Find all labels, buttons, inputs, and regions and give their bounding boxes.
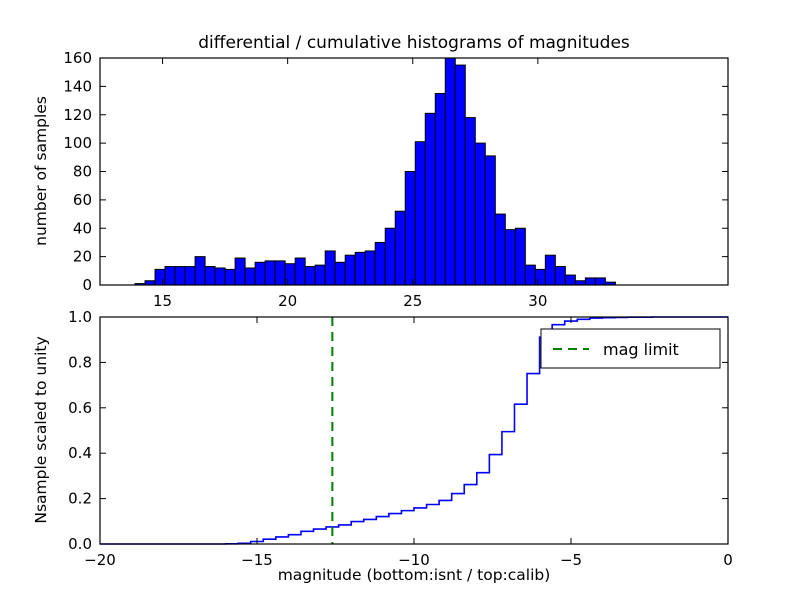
top-ytick-label: 20 bbox=[73, 248, 92, 266]
histogram-bar bbox=[404, 171, 416, 286]
histogram-bar bbox=[354, 251, 366, 286]
top-xtick-label: 30 bbox=[528, 292, 547, 310]
top-xtick-label: 25 bbox=[403, 292, 422, 310]
histogram-bar bbox=[324, 250, 336, 286]
histogram-bar bbox=[254, 261, 266, 286]
histogram-bar bbox=[534, 268, 546, 286]
top-ytick-label: 140 bbox=[63, 77, 92, 95]
histogram-bar bbox=[434, 92, 446, 286]
histogram-bar bbox=[314, 264, 326, 286]
bottom-ytick-label: 0.0 bbox=[68, 535, 92, 553]
histogram-bar bbox=[514, 227, 526, 286]
bottom-ytick-label: 0.8 bbox=[68, 353, 92, 371]
histogram-bar bbox=[274, 260, 286, 286]
histogram-bar bbox=[474, 142, 486, 286]
histogram-bar bbox=[424, 112, 436, 286]
top-ytick-label: 120 bbox=[63, 106, 92, 124]
histogram-bar bbox=[454, 64, 466, 286]
histogram-bar bbox=[234, 257, 246, 286]
histogram-bar bbox=[524, 264, 536, 286]
histogram-bar bbox=[464, 117, 476, 286]
top-ytick-label: 60 bbox=[73, 191, 92, 209]
histogram-bar bbox=[244, 267, 256, 286]
histogram-bar bbox=[214, 267, 226, 286]
histogram-bar bbox=[194, 256, 206, 286]
histogram-bar bbox=[544, 254, 556, 286]
histogram-bar bbox=[344, 254, 356, 286]
histogram-bar bbox=[144, 280, 156, 286]
histogram-bar bbox=[224, 268, 236, 286]
top-yaxis-label: number of samples bbox=[32, 96, 50, 246]
xaxis-label: magnitude (bottom:isnt / top:calib) bbox=[278, 566, 551, 584]
bottom-xtick-label: 0 bbox=[723, 551, 733, 569]
top-ytick-label: 40 bbox=[73, 219, 92, 237]
histogram-bar bbox=[164, 266, 176, 286]
bottom-xtick-label: −10 bbox=[398, 551, 430, 569]
bottom-ytick-label: 0.2 bbox=[68, 490, 92, 508]
histogram-bar bbox=[284, 263, 296, 286]
top-xaxis-ticks: 15 20 25 30 bbox=[153, 58, 547, 310]
histogram-bar bbox=[394, 210, 406, 286]
histogram-bar bbox=[444, 57, 456, 286]
histogram-bar bbox=[204, 266, 216, 286]
histogram-bar bbox=[304, 266, 316, 286]
legend[interactable]: mag limit bbox=[540, 328, 721, 369]
top-ytick-label: 0 bbox=[82, 276, 92, 294]
histogram-bar bbox=[184, 266, 196, 286]
histogram-bar bbox=[564, 274, 576, 286]
histogram-bar bbox=[584, 277, 596, 286]
histogram-bar bbox=[484, 155, 496, 286]
histogram-bar bbox=[384, 227, 396, 286]
top-yaxis-ticks: 0 20 40 60 80 100 120 140 160 bbox=[63, 49, 728, 294]
chart-title: differential / cumulative histograms of … bbox=[198, 33, 630, 53]
bottom-yaxis-ticks: 0.0 0.2 0.4 0.6 0.8 1.0 bbox=[68, 308, 728, 553]
top-panel-histogram: 15 20 25 30 0 20 40 60 80 100 120 140 160 different… bbox=[32, 33, 729, 310]
bottom-ytick-label: 0.4 bbox=[68, 444, 92, 462]
bottom-ytick-label: 0.6 bbox=[68, 399, 92, 417]
histogram-bar bbox=[174, 266, 186, 286]
bottom-ytick-label: 1.0 bbox=[68, 308, 92, 326]
histogram-bar bbox=[414, 141, 426, 286]
histogram-bar bbox=[574, 280, 586, 286]
top-ytick-label: 100 bbox=[63, 134, 92, 152]
bottom-xtick-label: −5 bbox=[560, 551, 582, 569]
histogram-bar bbox=[594, 277, 606, 286]
histogram-bar bbox=[504, 229, 516, 286]
histogram-bar bbox=[294, 257, 306, 286]
bottom-xtick-label: −15 bbox=[241, 551, 273, 569]
histogram-bar bbox=[154, 268, 166, 286]
top-ytick-label: 80 bbox=[73, 163, 92, 181]
histogram-bar bbox=[364, 250, 376, 286]
bottom-yaxis-label: Nsample scaled to unity bbox=[32, 336, 50, 523]
cumulative-curve bbox=[100, 316, 728, 545]
bottom-xtick-label: −20 bbox=[84, 551, 116, 569]
legend-label-mag-limit: mag limit bbox=[603, 340, 679, 359]
histogram-bar bbox=[264, 260, 276, 286]
histogram-bar bbox=[334, 261, 346, 286]
histogram-bar bbox=[494, 213, 506, 286]
top-ytick-label: 160 bbox=[63, 49, 92, 67]
histogram-bar bbox=[374, 241, 386, 286]
bottom-xaxis-ticks: −20 −15 −10 −5 0 bbox=[84, 317, 733, 569]
histogram-bar bbox=[554, 266, 566, 286]
top-xtick-label: 15 bbox=[153, 292, 172, 310]
top-xtick-label: 20 bbox=[278, 292, 297, 310]
bottom-panel-cumulative: −20 −15 −10 −5 0 0.0 0.2 0.4 0.6 0.8 1.0 Nsample … bbox=[32, 308, 733, 584]
